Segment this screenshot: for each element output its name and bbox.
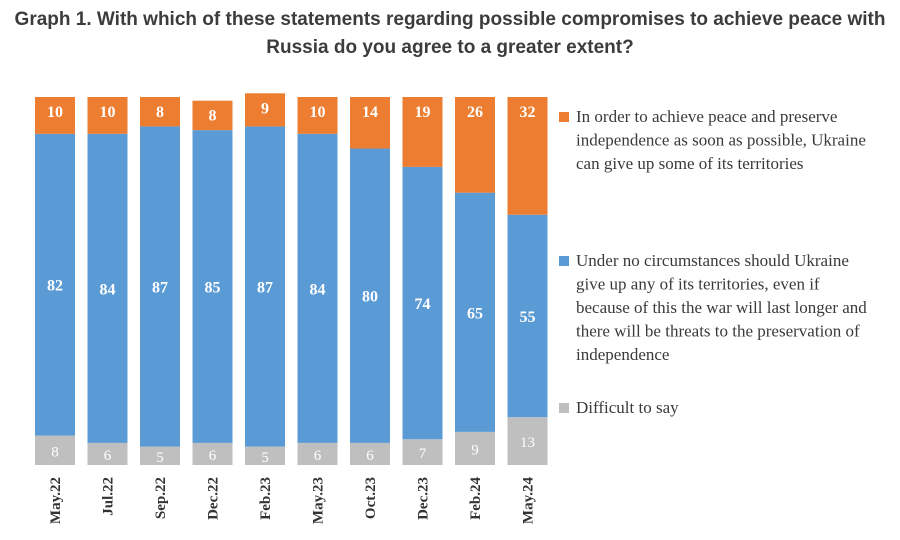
data-label-concede-territory-feb-23: 9: [261, 100, 269, 117]
bar-segment-refuse-concession-may-24: [507, 214, 548, 418]
x-tick-label-feb-24: Feb.24: [468, 477, 484, 520]
data-label-concede-territory-oct-23: 14: [362, 104, 378, 121]
data-label-refuse-concession-dec-23: 74: [415, 296, 431, 313]
bar-segment-refuse-concession-dec-23: [402, 166, 443, 440]
bar-segment-difficult-sep-22: [140, 446, 180, 465]
data-label-refuse-concession-dec-22: 85: [205, 280, 221, 297]
bar-segment-refuse-concession-sep-22: [140, 126, 180, 447]
data-label-difficult-feb-23: 5: [261, 450, 269, 466]
x-tick-label-sep-22: Sep.22: [153, 477, 169, 519]
legend-label-difficult: Difficult to say: [576, 398, 679, 417]
bar-segment-refuse-concession-oct-23: [350, 148, 390, 443]
legend-label-refuse-concession: Under no circumstances should Ukraine giv…: [576, 251, 867, 364]
bars-group: 8821068410587868585879684106801477419965…: [35, 93, 548, 466]
x-tick-label-jul-22: Jul.22: [101, 477, 117, 516]
data-label-difficult-feb-24: 9: [471, 442, 479, 458]
data-label-refuse-concession-may-23: 84: [310, 281, 326, 298]
data-label-concede-territory-may-22: 10: [47, 104, 63, 121]
legend-swatch-concede-territory: [559, 112, 569, 122]
data-label-concede-territory-may-24: 32: [520, 104, 536, 121]
data-label-difficult-dec-23: 7: [419, 446, 427, 462]
bar-segment-difficult-oct-23: [350, 442, 390, 465]
data-label-refuse-concession-feb-24: 65: [467, 305, 483, 322]
bar-segment-concede-territory-may-23: [297, 97, 338, 134]
data-label-concede-territory-dec-22: 8: [209, 108, 217, 125]
bar-segment-refuse-concession-may-22: [35, 133, 75, 436]
bar-segment-difficult-feb-24: [455, 431, 495, 465]
bar-segment-concede-territory-dec-22: [192, 100, 233, 131]
bar-segment-refuse-concession-dec-22: [192, 130, 233, 443]
x-axis-labels: May.22 Jul.22 Sep.22 Dec.22 Feb.23 May.23 Oct.…: [48, 477, 537, 525]
bar-segment-difficult-jul-22: [87, 442, 128, 465]
x-tick-label-feb-23: Feb.23: [258, 477, 274, 520]
bar-segment-concede-territory-dec-23: [402, 97, 443, 167]
x-tick-label-may-22: May.22: [48, 477, 64, 524]
data-label-difficult-oct-23: 6: [366, 448, 374, 464]
data-label-difficult-jul-22: 6: [104, 448, 112, 464]
bar-segment-concede-territory-jul-22: [87, 97, 128, 134]
chart-title: Graph 1. With which of these statements …: [14, 9, 886, 58]
bar-segment-concede-territory-may-22: [35, 97, 75, 134]
x-tick-label-may-24: May.24: [521, 477, 537, 525]
legend-swatch-difficult: [559, 403, 569, 413]
data-label-concede-territory-jul-22: 10: [100, 104, 116, 121]
bar-segment-difficult-feb-23: [245, 446, 285, 465]
bar-segment-difficult-may-22: [35, 435, 75, 465]
data-label-refuse-concession-sep-22: 87: [152, 280, 168, 297]
bar-segment-refuse-concession-may-23: [297, 133, 338, 443]
bar-segment-concede-territory-feb-23: [245, 93, 285, 127]
bar-segment-refuse-concession-feb-23: [245, 126, 285, 447]
x-tick-label-dec-23: Dec.23: [416, 477, 432, 520]
data-label-concede-territory-feb-24: 26: [467, 104, 483, 121]
data-label-refuse-concession-may-24: 55: [520, 309, 536, 326]
data-label-concede-territory-sep-22: 8: [156, 104, 164, 121]
data-label-concede-territory-dec-23: 19: [415, 104, 431, 121]
bar-segment-difficult-dec-22: [192, 442, 233, 465]
data-label-refuse-concession-feb-23: 87: [257, 280, 273, 297]
data-label-refuse-concession-jul-22: 84: [100, 281, 116, 298]
bar-segment-concede-territory-may-24: [507, 97, 548, 215]
data-label-difficult-may-23: 6: [314, 448, 322, 464]
data-label-difficult-may-24: 13: [520, 435, 535, 451]
legend-swatch-refuse-concession: [559, 256, 569, 266]
bar-segment-difficult-may-23: [297, 442, 338, 465]
data-label-difficult-sep-22: 5: [156, 450, 164, 466]
data-label-refuse-concession-oct-23: 80: [362, 289, 378, 306]
data-label-difficult-may-22: 8: [51, 444, 59, 460]
data-label-difficult-dec-22: 6: [209, 448, 217, 464]
x-tick-label-dec-22: Dec.22: [206, 477, 222, 520]
legend: In order to achieve peace and preserve in…: [559, 107, 867, 417]
bar-segment-concede-territory-oct-23: [350, 97, 390, 149]
data-label-concede-territory-may-23: 10: [310, 104, 326, 121]
bar-segment-concede-territory-sep-22: [140, 97, 180, 127]
x-tick-label-may-23: May.23: [311, 477, 327, 524]
bar-segment-difficult-dec-23: [402, 439, 443, 465]
legend-label-concede-territory: In order to achieve peace and preserve in…: [576, 107, 866, 173]
bar-segment-difficult-may-24: [507, 417, 548, 465]
bar-segment-refuse-concession-feb-24: [455, 192, 495, 432]
bar-segment-refuse-concession-jul-22: [87, 133, 128, 443]
bar-segment-concede-territory-feb-24: [455, 97, 495, 193]
x-tick-label-oct-23: Oct.23: [363, 477, 379, 519]
data-label-refuse-concession-may-22: 82: [47, 278, 63, 295]
